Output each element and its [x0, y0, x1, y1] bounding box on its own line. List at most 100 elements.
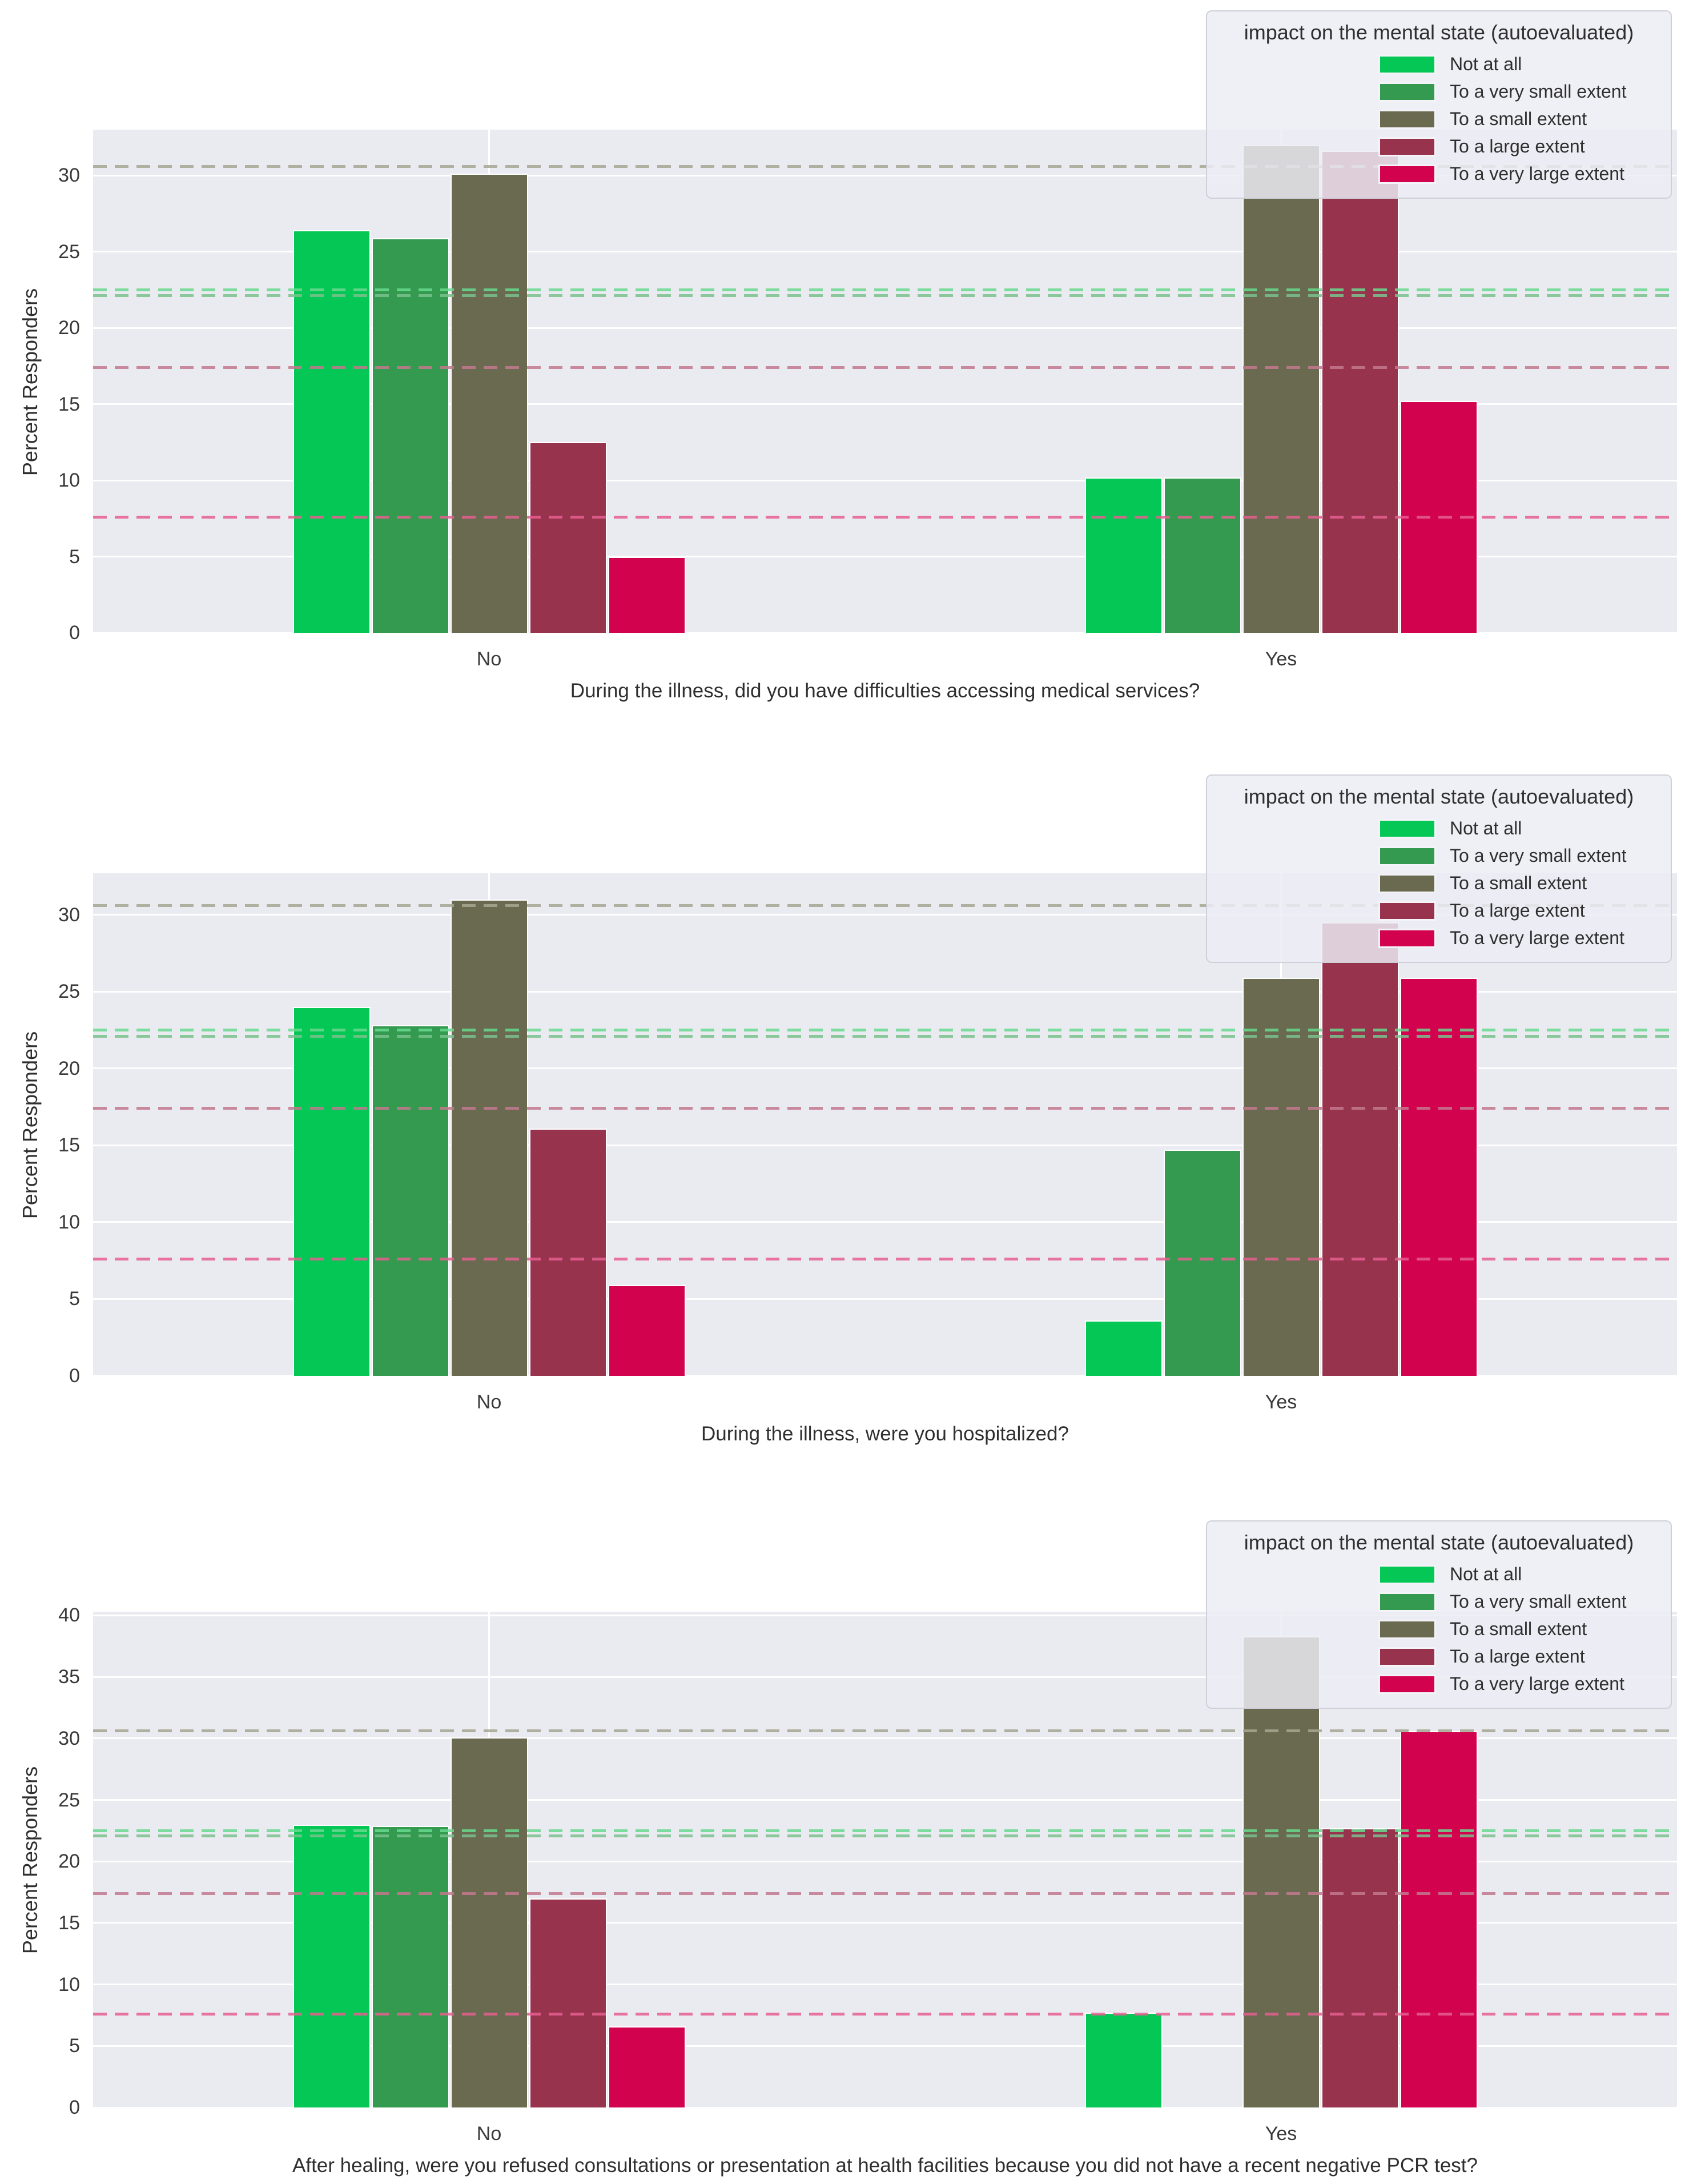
legend-item: To a small extent: [1378, 1619, 1587, 1640]
bar-no-series-1: [292, 230, 371, 633]
legend-swatch-2-icon: [1378, 82, 1436, 102]
legend-item: To a small extent: [1378, 873, 1587, 894]
mean-line-1: [93, 288, 1677, 291]
bar-no-series-3: [450, 899, 528, 1376]
legend-swatch-5-icon: [1378, 1674, 1436, 1694]
bar-no-series-4: [529, 1128, 607, 1376]
legend-item: To a very large extent: [1378, 163, 1624, 184]
y-tick-label: 20: [58, 1057, 80, 1079]
bar-yes-series-1: [1084, 2013, 1163, 2107]
x-tick-label: Yes: [1265, 648, 1297, 670]
legend-swatch-4-icon: [1378, 901, 1436, 921]
bar-yes-series-2: [1163, 477, 1241, 633]
legend-item-label: To a small extent: [1450, 109, 1587, 129]
bar-yes-series-3: [1242, 977, 1320, 1376]
y-tick-label: 15: [58, 1134, 80, 1157]
y-tick-label: 25: [58, 981, 80, 1003]
mean-line-3: [93, 164, 1677, 168]
mean-line-3: [93, 1729, 1677, 1733]
gridline-y-5: [93, 556, 1677, 557]
bar-no-series-3: [450, 174, 528, 633]
gridline-y-25: [93, 990, 1677, 993]
gridline-y-20: [93, 327, 1677, 329]
gridline-y-0: [93, 632, 1677, 634]
y-tick-label: 5: [69, 2035, 80, 2057]
y-axis-label: Percent Responders: [18, 1766, 42, 1954]
legend: impact on the mental state (autoevaluate…: [1206, 10, 1672, 199]
legend-swatch-5-icon: [1378, 928, 1436, 948]
gridline-y-25: [93, 251, 1677, 253]
legend-title: impact on the mental state (autoevaluate…: [1244, 21, 1634, 44]
y-tick-label: 30: [58, 904, 80, 926]
legend-swatch-2-icon: [1378, 846, 1436, 866]
y-tick-label: 10: [58, 1973, 80, 1996]
gridline-y-10: [93, 1984, 1677, 1986]
legend-item: To a small extent: [1378, 109, 1587, 130]
bar-no-series-5: [608, 2026, 686, 2107]
mean-line-1: [93, 1028, 1677, 1031]
x-axis-title: After healing, were you refused consulta…: [292, 2154, 1478, 2177]
x-axis-title: During the illness, did you have difficu…: [570, 680, 1200, 702]
bar-no-series-5: [608, 1285, 686, 1376]
legend-item-label: Not at all: [1450, 818, 1522, 838]
x-tick-label: No: [476, 2123, 502, 2145]
bar-yes-series-4: [1321, 1828, 1399, 2107]
bar-yes-series-5: [1400, 1731, 1478, 2107]
legend-item: To a large extent: [1378, 136, 1585, 157]
mean-line-4: [93, 1107, 1677, 1110]
bar-yes-series-2: [1163, 1150, 1241, 1376]
legend: impact on the mental state (autoevaluate…: [1206, 774, 1672, 963]
y-tick-label: 35: [58, 1666, 80, 1688]
bar-no-series-4: [529, 1898, 607, 2107]
legend-item-label: Not at all: [1450, 54, 1522, 74]
gridline-y-40: [93, 1614, 1677, 1616]
y-tick-label: 15: [58, 1912, 80, 1934]
mean-line-5: [93, 515, 1677, 519]
gridline-y-30: [93, 1737, 1677, 1740]
legend-item: To a very large extent: [1378, 928, 1624, 949]
legend-swatch-3-icon: [1378, 873, 1436, 893]
y-tick-label: 5: [69, 545, 80, 568]
gridline-y-20: [93, 1067, 1677, 1070]
bar-yes-series-4: [1321, 922, 1399, 1376]
legend-item: To a very small extent: [1378, 1591, 1626, 1612]
legend-item-label: To a very small extent: [1450, 1591, 1627, 1612]
y-tick-label: 0: [69, 2097, 80, 2118]
bar-no-series-2: [371, 1825, 449, 2107]
gridline-y-20: [93, 1860, 1677, 1862]
mean-line-2: [93, 1034, 1677, 1038]
gridline-y-10: [93, 1221, 1677, 1223]
legend-item-label: To a very small extent: [1450, 81, 1627, 102]
y-axis-label: Percent Responders: [18, 288, 42, 476]
gridline-y-15: [93, 403, 1677, 406]
legend-item-label: To a very small extent: [1450, 845, 1627, 866]
bar-yes-series-4: [1321, 151, 1399, 633]
bar-no-series-2: [371, 238, 449, 633]
legend-item-label: To a large extent: [1450, 900, 1585, 921]
legend-item: To a very small extent: [1378, 845, 1626, 866]
x-tick-label: No: [476, 648, 502, 670]
bar-no-series-1: [292, 1824, 371, 2107]
gridline-y-0: [93, 1375, 1677, 1377]
gridline-y-35: [93, 1676, 1677, 1678]
y-tick-label: 0: [69, 622, 80, 644]
legend-title: impact on the mental state (autoevaluate…: [1244, 785, 1634, 808]
gridline-y-15: [93, 1144, 1677, 1146]
y-tick-label: 20: [58, 1850, 80, 1873]
bar-no-series-2: [371, 1025, 449, 1376]
y-axis-label: Percent Responders: [18, 1031, 42, 1219]
legend-item: To a very large extent: [1378, 1673, 1624, 1695]
gridline-y-30: [93, 174, 1677, 176]
legend-item-label: To a large extent: [1450, 136, 1585, 156]
y-tick-label: 30: [58, 1727, 80, 1749]
legend-item-label: To a large extent: [1450, 1646, 1585, 1667]
bar-no-series-3: [450, 1737, 528, 2107]
mean-line-1: [93, 1829, 1677, 1832]
bar-no-series-1: [292, 1007, 371, 1376]
x-axis-title: During the illness, were you hospitalize…: [701, 1423, 1069, 1445]
legend-swatch-5-icon: [1378, 164, 1436, 184]
legend-item-label: To a small extent: [1450, 873, 1587, 893]
legend-swatch-1-icon: [1378, 1564, 1436, 1584]
mean-line-2: [93, 1834, 1677, 1837]
